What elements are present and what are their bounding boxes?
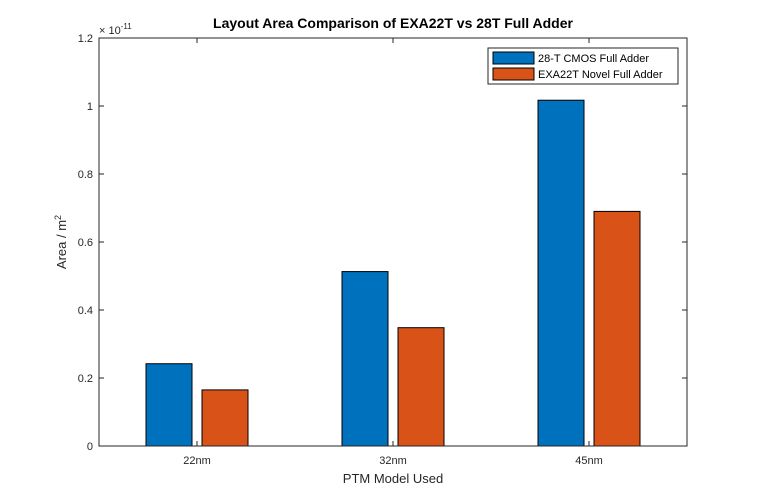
bar-cmos-28t-45nm [537,99,585,447]
bar-cmos-28t-32nm [341,271,389,447]
legend-swatch [492,67,535,81]
plot-area [99,38,687,446]
x-axis-ticks: 22nm 32nm 45nm [183,38,603,467]
y-tick-label: 0.6 [78,237,93,249]
legend-entry-label: 28-T CMOS Full Adder [538,53,649,65]
y-tick-label: 1.2 [78,33,93,45]
y-tick-label: 0.2 [78,373,93,385]
legend-swatch [492,51,535,65]
x-tick-label: 45nm [575,455,603,467]
legend-entry-label: EXA22T Novel Full Adder [538,69,663,81]
x-tick-label: 32nm [379,455,407,467]
y-tick-label: 0.8 [78,169,93,181]
x-axis-label: PTM Model Used [343,471,443,486]
legend-items: 28-T CMOS Full Adder EXA22T Novel Full Ad… [492,51,663,81]
bar-exa22t-45nm [593,210,641,447]
x-tick-label: 22nm [183,455,211,467]
y-tick-label: 1 [87,101,93,113]
y-tick-label: 0.4 [78,305,93,317]
bar-cmos-28t-22nm [145,363,193,447]
bar-exa22t-32nm [397,327,445,447]
axes-background [99,38,687,446]
y-axis-label: Area / m2 [53,215,69,269]
chart-title: Layout Area Comparison of EXA22T vs 28T … [213,15,573,31]
bars [145,99,641,447]
y-exponent-label: × 10-11 [99,22,132,37]
bar-exa22t-22nm [201,389,249,447]
y-axis-ticks: 0 0.2 0.4 0.6 0.8 1 1.2 [78,33,687,453]
y-tick-label: 0 [87,441,93,453]
legend: 28-T CMOS Full Adder EXA22T Novel Full Ad… [487,47,679,85]
